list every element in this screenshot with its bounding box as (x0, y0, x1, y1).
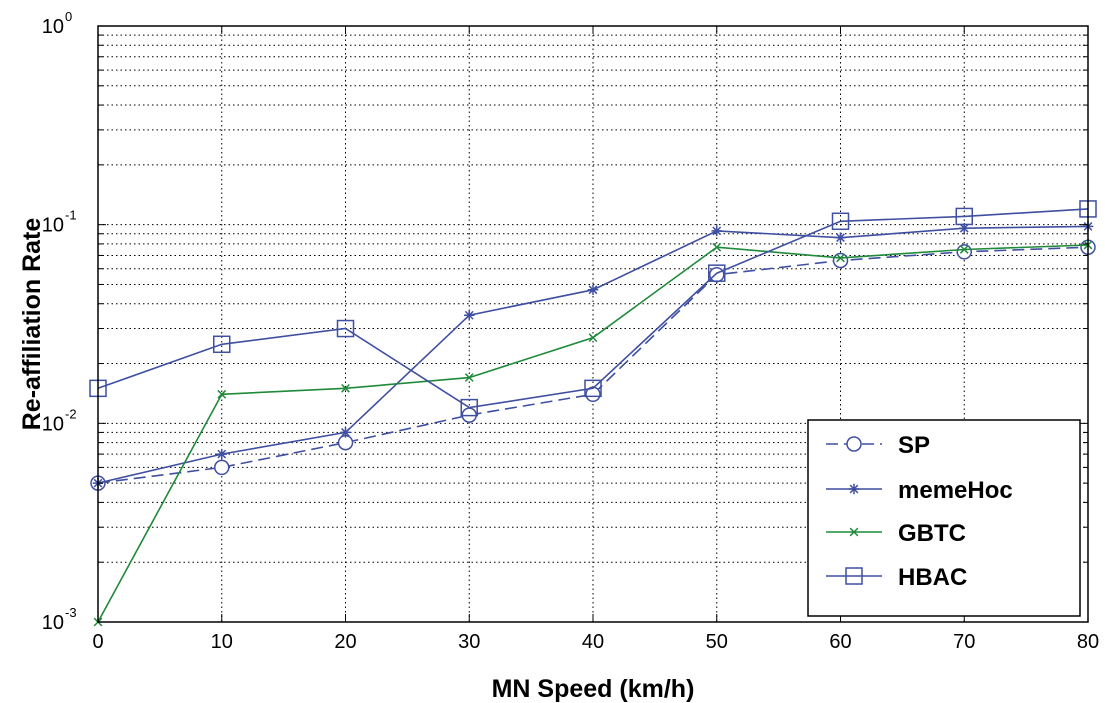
marker-square (460, 398, 478, 417)
series-sp (90, 239, 1096, 491)
y-tick-exponent: -3 (65, 605, 77, 620)
x-tick-label: 10 (211, 631, 233, 653)
marker-star (959, 222, 970, 234)
y-tick-label: 10 (42, 16, 64, 38)
marker-star (216, 448, 227, 460)
marker-star (835, 232, 846, 243)
y-tick-label: 10 (42, 413, 64, 435)
legend-label-hbac: HBAC (898, 564, 967, 591)
x-tick-label: 20 (334, 631, 356, 653)
x-tick-label: 40 (582, 631, 604, 653)
x-tick-label: 70 (953, 631, 975, 653)
x-tick-label: 0 (92, 631, 103, 653)
marker-star (848, 483, 860, 495)
marker-star (711, 225, 722, 237)
y-tick-label: 10 (42, 612, 64, 634)
series-line-sp (97, 246, 1089, 484)
marker-x (836, 253, 845, 263)
x-axis-label: MN Speed (km/h) (492, 675, 695, 703)
y-axis-label: Re-affiliation Rate (18, 218, 46, 431)
marker-x (959, 245, 969, 254)
legend-label-sp: SP (898, 432, 930, 459)
x-tick-label: 60 (829, 631, 851, 653)
x-tick-label: 50 (706, 631, 728, 653)
marker-star (587, 284, 599, 296)
marker-circle (709, 266, 725, 283)
y-tick-exponent: -1 (65, 208, 77, 223)
series-line-hbac (97, 208, 1089, 409)
marker-square (831, 212, 850, 231)
x-tick-label: 30 (458, 631, 480, 653)
series-hbac (89, 200, 1097, 417)
marker-circle (832, 252, 849, 269)
marker-square (708, 264, 726, 282)
marker-square (955, 207, 973, 226)
series-group (89, 200, 1097, 627)
marker-square (584, 379, 602, 398)
marker-x (341, 383, 350, 393)
marker-square (336, 319, 355, 338)
marker-x (712, 242, 722, 252)
marker-square (845, 567, 863, 585)
marker-x (464, 373, 474, 382)
marker-x (217, 389, 227, 399)
y-tick-exponent: 0 (65, 9, 72, 24)
marker-star (464, 309, 475, 321)
marker-circle (956, 244, 972, 260)
marker-circle (214, 459, 230, 476)
marker-star (340, 427, 351, 438)
marker-circle (846, 436, 862, 452)
y-tick-label: 10 (42, 215, 64, 237)
legend-label-memehoc: memeHoc (898, 477, 1013, 504)
marker-x (588, 333, 598, 343)
marker-x (849, 527, 859, 537)
marker-circle (337, 434, 354, 451)
marker-square (213, 335, 231, 354)
legend: SP memeHoc GBTC HBAC (807, 419, 1081, 617)
legend-label-gbtc: GBTC (898, 520, 966, 547)
x-tick-label: 80 (1077, 631, 1099, 653)
y-tick-exponent: -2 (65, 406, 77, 421)
